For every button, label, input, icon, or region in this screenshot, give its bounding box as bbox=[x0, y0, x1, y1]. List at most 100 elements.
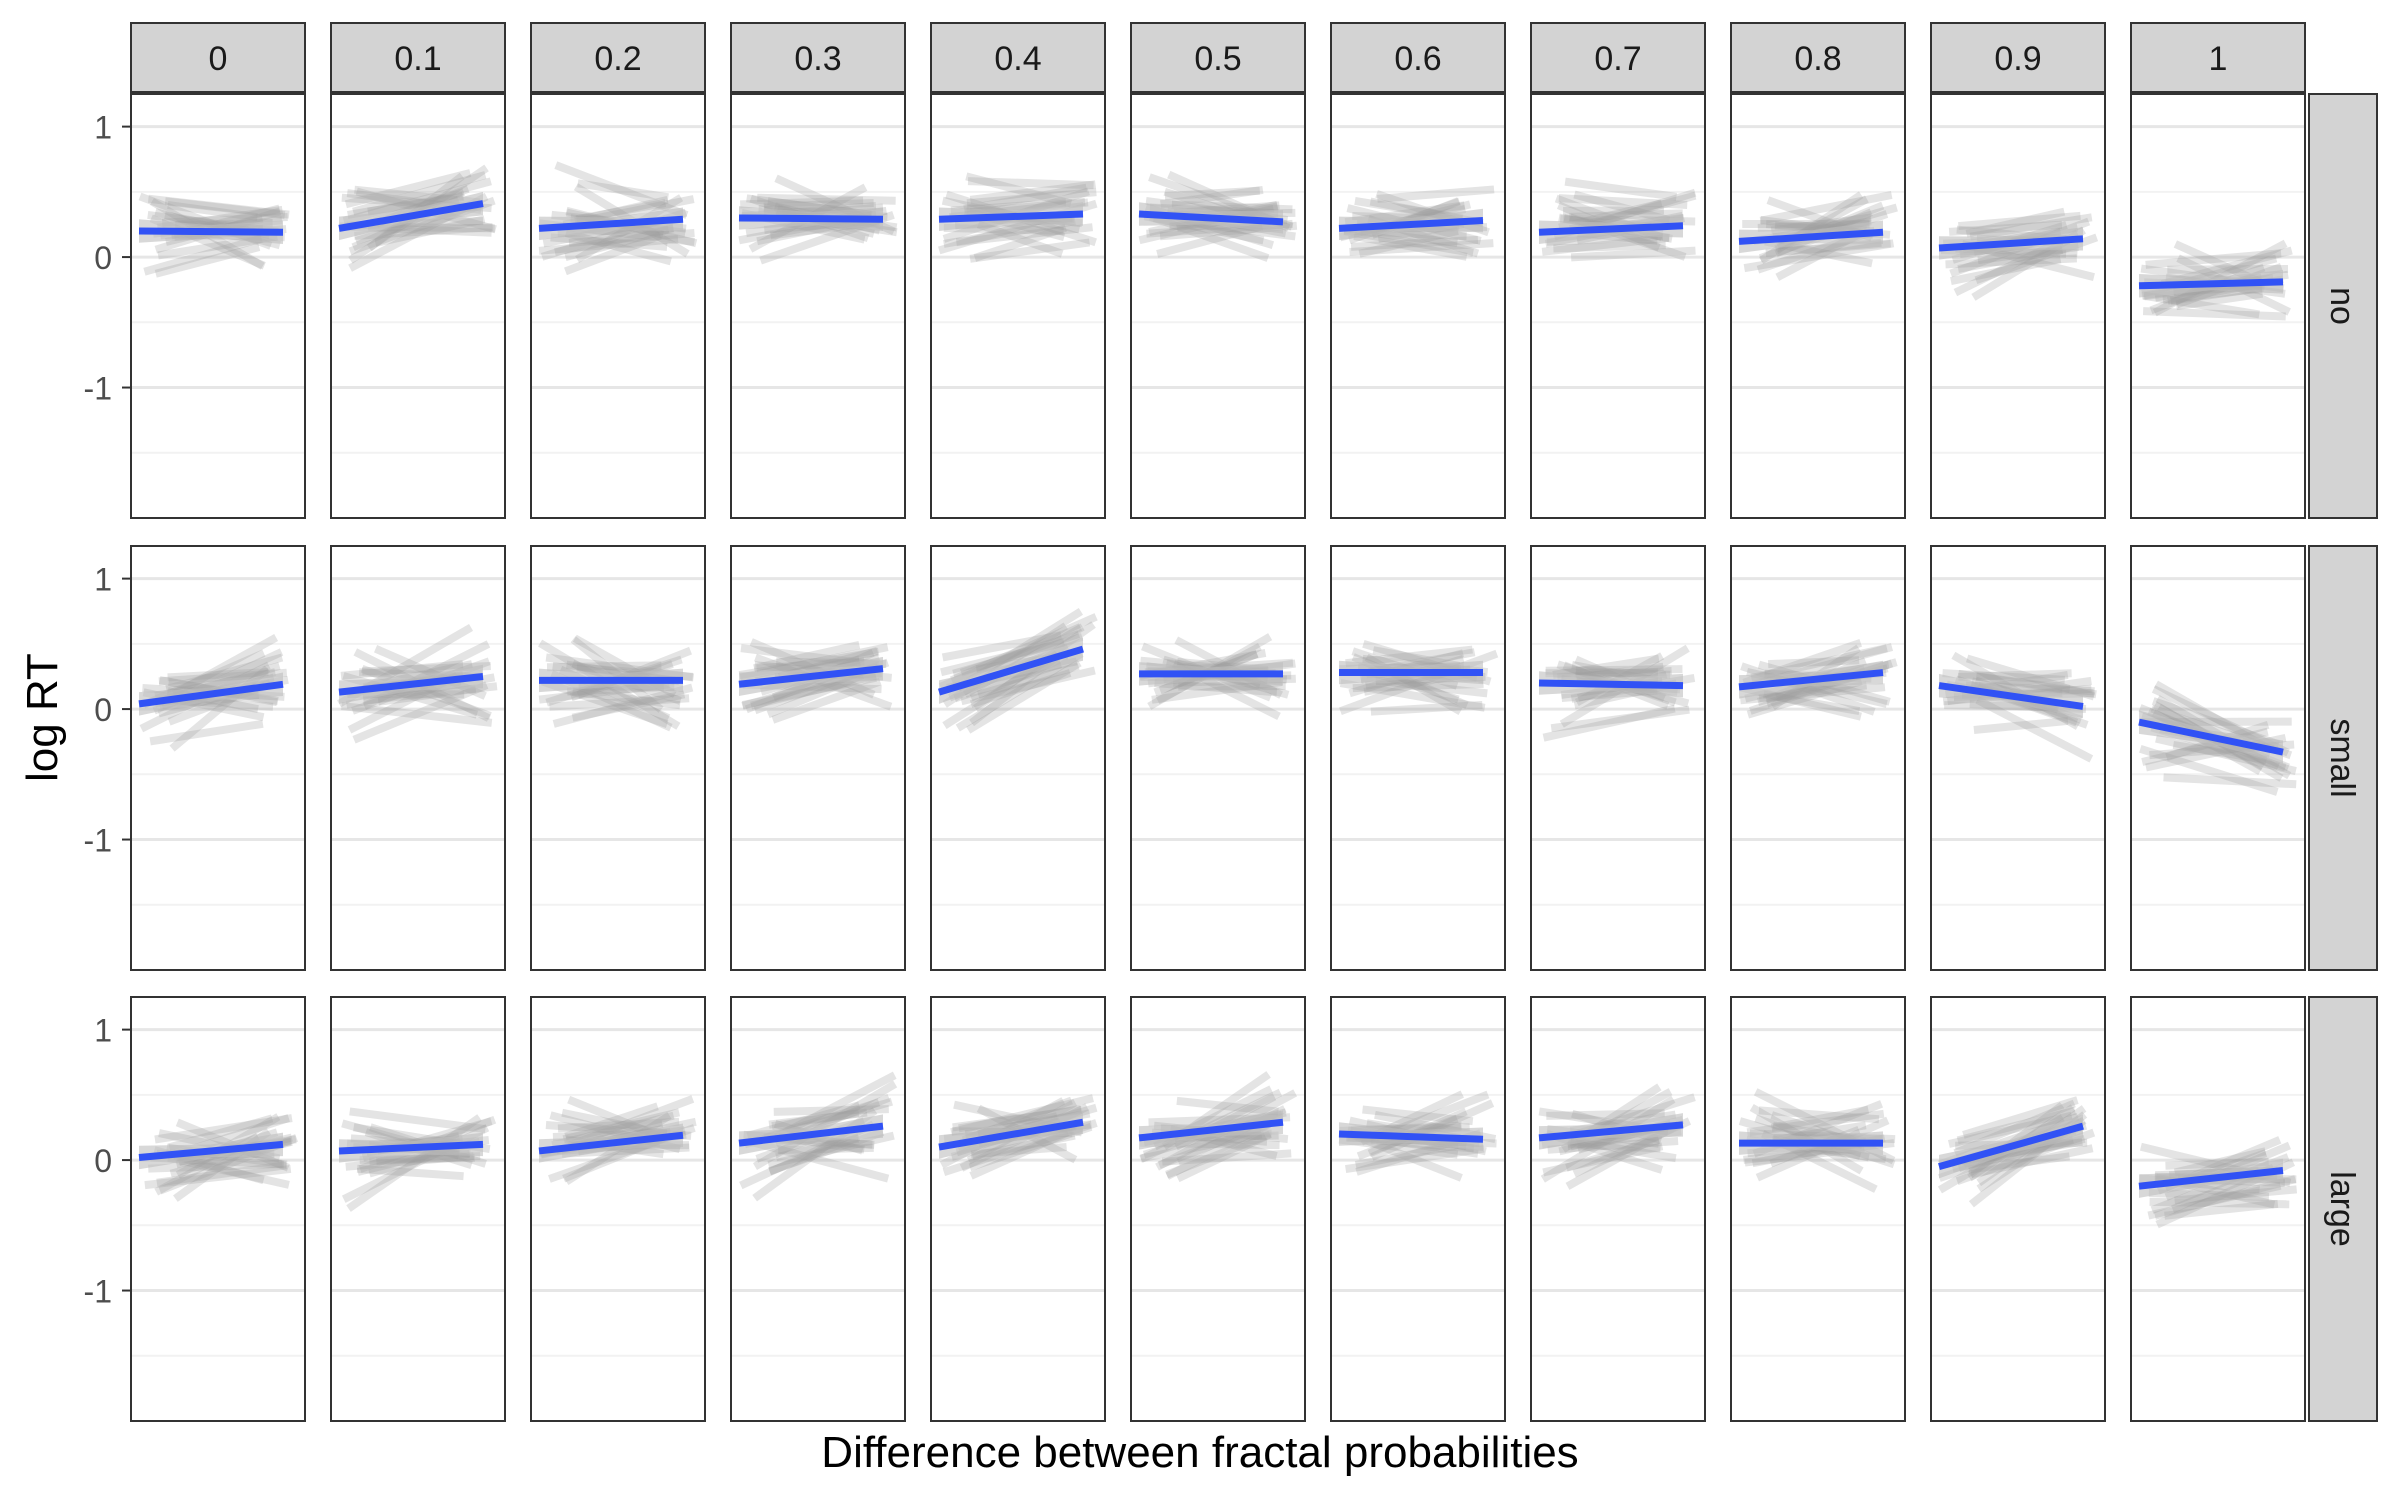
subject-line bbox=[1962, 1096, 2079, 1139]
subject-line bbox=[374, 215, 486, 247]
subject-line bbox=[156, 1161, 287, 1187]
subject-line bbox=[362, 640, 491, 710]
subject-line bbox=[1542, 704, 1676, 742]
panel-background bbox=[731, 546, 905, 970]
subject-line bbox=[1958, 211, 2081, 231]
facet-column-label: 0.8 bbox=[1794, 40, 1841, 78]
subject-line bbox=[352, 681, 489, 744]
panel-border bbox=[530, 996, 706, 1422]
facet-column-label: 0.1 bbox=[394, 40, 441, 78]
panel-border bbox=[930, 545, 1106, 971]
fit-line bbox=[538, 1131, 684, 1155]
subject-line bbox=[1370, 701, 1483, 716]
subject-line bbox=[1350, 235, 1479, 251]
subject-line bbox=[564, 229, 672, 266]
subject-line bbox=[1176, 1130, 1272, 1183]
facet-strip-top bbox=[1130, 22, 1306, 93]
panel-background bbox=[331, 997, 505, 1421]
subject-line bbox=[1740, 662, 1876, 716]
facet-row-label: large bbox=[2323, 1171, 2361, 1247]
subject-line bbox=[741, 673, 877, 710]
subject-line bbox=[1573, 190, 1671, 225]
fit-line bbox=[538, 215, 684, 232]
subject-line bbox=[1958, 669, 2072, 681]
subject-line bbox=[955, 649, 1084, 732]
subject-line bbox=[1541, 233, 1670, 256]
subject-line bbox=[144, 1164, 292, 1190]
panel-border bbox=[1530, 545, 1706, 971]
fit-line bbox=[138, 227, 284, 236]
subject-line bbox=[148, 1159, 283, 1173]
panel-border bbox=[1930, 996, 2106, 1422]
subject-line bbox=[2147, 1181, 2282, 1220]
subject-line bbox=[1377, 185, 1495, 203]
fit-line bbox=[738, 665, 884, 688]
facet-column-label: 0.2 bbox=[594, 40, 641, 78]
subject-line bbox=[550, 233, 668, 251]
subject-line bbox=[1970, 1144, 2094, 1179]
subject-line bbox=[940, 638, 1066, 677]
subject-line bbox=[2139, 745, 2279, 796]
subject-line bbox=[966, 188, 1097, 208]
subject-line bbox=[1758, 191, 1864, 264]
subject-line bbox=[162, 212, 288, 227]
panel-background bbox=[331, 546, 505, 970]
subject-line bbox=[349, 1107, 486, 1134]
subject-line bbox=[1965, 207, 2066, 238]
subject-line bbox=[977, 662, 1080, 699]
fit-line bbox=[938, 1118, 1084, 1151]
subject-line bbox=[1777, 238, 1882, 256]
panel-border bbox=[130, 996, 306, 1422]
panel-border bbox=[330, 93, 506, 519]
fit-line bbox=[1338, 1130, 1484, 1143]
panel-background bbox=[1131, 546, 1305, 970]
subject-line bbox=[1757, 220, 1871, 232]
subject-line bbox=[354, 223, 493, 240]
facet-strip-top bbox=[1930, 22, 2106, 93]
facet-strip-top bbox=[930, 22, 1106, 93]
fit-line bbox=[1538, 1121, 1684, 1142]
subject-line bbox=[356, 1164, 464, 1181]
panel-background bbox=[1331, 546, 1505, 970]
subject-line bbox=[969, 1128, 1070, 1180]
panel-background bbox=[731, 94, 905, 518]
subject-line bbox=[756, 657, 865, 673]
panel-border bbox=[930, 996, 1106, 1422]
panel-background bbox=[1131, 94, 1305, 518]
panel-border bbox=[1330, 93, 1506, 519]
panel-border bbox=[1930, 545, 2106, 971]
subject-line bbox=[158, 668, 288, 686]
facet-strip-top bbox=[730, 22, 906, 93]
subject-line bbox=[564, 224, 675, 261]
panel-border bbox=[1730, 93, 1906, 519]
subject-line bbox=[347, 191, 464, 219]
panel-border bbox=[130, 93, 306, 519]
subject-line bbox=[1945, 254, 2077, 269]
subject-line bbox=[154, 243, 261, 278]
facet-column-label: 0.3 bbox=[794, 40, 841, 78]
subject-line bbox=[1362, 1105, 1474, 1126]
subject-line bbox=[1354, 1141, 1459, 1169]
subject-line bbox=[376, 1152, 481, 1166]
fit-line bbox=[1938, 235, 2084, 252]
subject-line bbox=[1770, 213, 1872, 235]
fit-line bbox=[937, 645, 1085, 696]
panel-border bbox=[730, 545, 906, 971]
subject-line bbox=[1575, 662, 1664, 682]
panel-background bbox=[1331, 997, 1505, 1421]
panel-background bbox=[1731, 94, 1905, 518]
panel-border bbox=[1330, 996, 1506, 1422]
subject-line bbox=[2145, 249, 2282, 269]
fit-line bbox=[1738, 669, 1884, 691]
subject-line bbox=[753, 641, 861, 673]
subject-line bbox=[1546, 1109, 1665, 1120]
panel-border bbox=[1330, 545, 1506, 971]
subject-line bbox=[768, 1133, 861, 1176]
panel-border bbox=[1930, 93, 2106, 519]
x-axis-title: Difference between fractal probabilities bbox=[821, 1428, 1579, 1477]
panel-border bbox=[1530, 93, 1706, 519]
subject-line bbox=[154, 1114, 293, 1144]
subject-line bbox=[966, 659, 1082, 734]
subject-line bbox=[1164, 186, 1260, 201]
subject-line bbox=[1942, 669, 2065, 684]
